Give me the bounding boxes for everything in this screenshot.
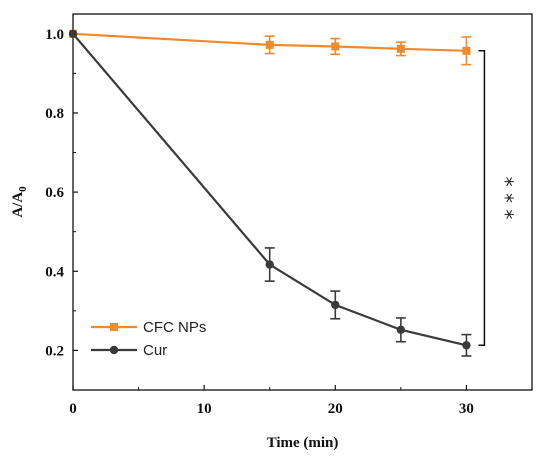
data-point [396,325,406,335]
y-tick-label: 0.4 [45,264,64,280]
legend-swatch-marker [109,345,119,355]
y-tick-label: 0.8 [45,106,64,122]
x-axis-title: Time (min) [267,435,339,451]
legend-swatch-marker [110,323,118,331]
y-axis-title: A/A0 [10,186,29,218]
legend-item: Cur [91,342,167,359]
axes-frame [72,13,533,391]
x-ticks: 0 10 20 30 [69,385,474,417]
x-tick-label: 30 [459,401,474,417]
data-point [462,341,471,350]
data-point [265,260,274,269]
series-2 [68,29,472,357]
plot-frame [72,13,533,391]
y-axis-title-subscript: 0 [17,186,29,192]
y-ticks: 0.2 0.4 0.6 0.8 1.0 [45,27,78,359]
bracket-line [478,50,486,347]
series-line [72,33,467,347]
series-layer [68,29,472,357]
data-point [396,44,405,53]
data-point [331,300,340,310]
data-point [462,46,471,55]
data-point [265,40,274,49]
significance-label: * * * [493,177,517,220]
legend-label: Cur [143,342,167,359]
x-tick-label: 10 [197,401,212,417]
data-point [68,29,78,38]
y-tick-label: 0.6 [45,185,64,201]
legend-item: CFC NPs [91,319,206,336]
x-tick-label: 20 [328,401,343,417]
legend-label: CFC NPs [143,319,206,336]
y-tick-label: 0.2 [45,343,64,359]
significance-bracket: * * * [478,50,517,347]
x-tick-label: 0 [69,401,77,417]
data-point [331,42,340,51]
legend: CFC NPs Cur [91,319,206,359]
series-1 [69,29,472,66]
y-axis-title-main: A/A [10,192,26,218]
y-tick-label: 1.0 [45,27,64,43]
